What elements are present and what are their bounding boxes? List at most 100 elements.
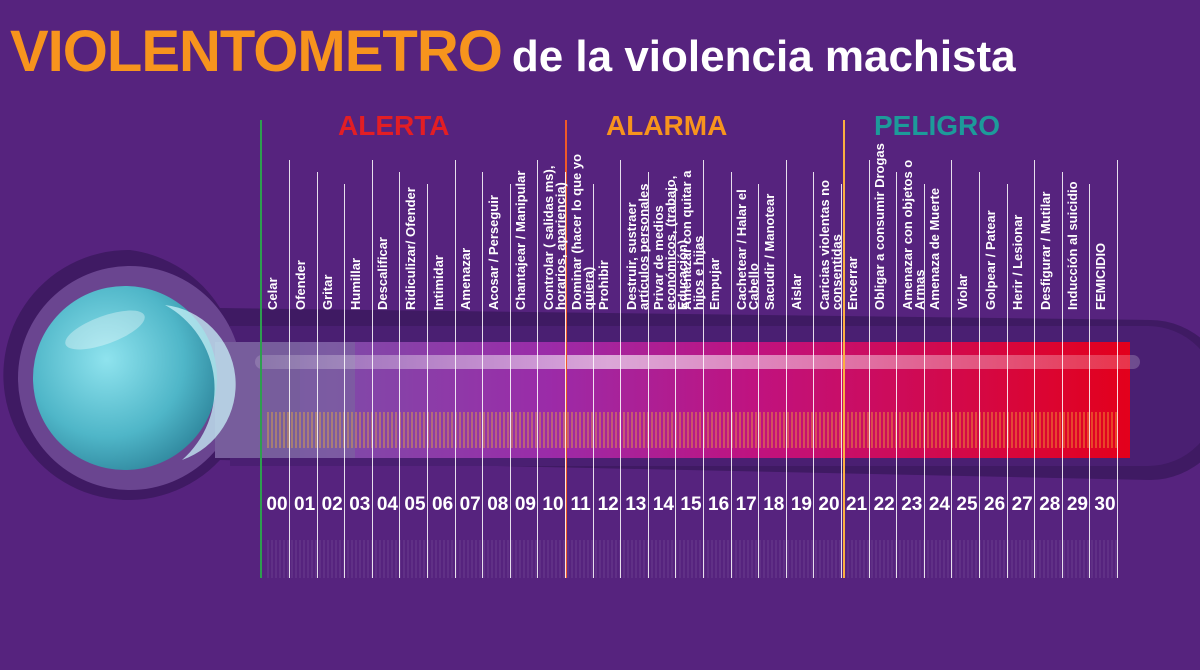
level-label: Prohibir	[596, 260, 612, 310]
level-number: 28	[1039, 494, 1061, 515]
level-label: Herir / Lesionar	[1010, 214, 1026, 310]
zone-divider-alerta	[260, 120, 262, 578]
level-label: FEMICIDIO	[1093, 242, 1108, 310]
level-line	[813, 172, 815, 578]
title-main: VIOLENTOMETRO	[10, 19, 503, 84]
level-line	[785, 160, 787, 578]
level-label: Dominar (hacer lo que yo quiera)	[568, 153, 596, 310]
level-number: 30	[1094, 494, 1116, 515]
level-number: 13	[625, 494, 647, 515]
level-line	[537, 160, 539, 578]
level-line	[592, 184, 594, 578]
level-number: 00	[266, 494, 288, 515]
level-label: Descalificar	[375, 237, 391, 310]
level-number: 07	[459, 494, 481, 515]
level-number: 21	[846, 494, 868, 515]
level-line	[896, 172, 898, 578]
level-line	[647, 172, 649, 578]
level-line	[344, 184, 346, 578]
level-number: 06	[432, 494, 454, 515]
level-number: 10	[542, 494, 564, 515]
level-label: Caricias violentas no consentidas	[817, 179, 844, 310]
level-number: 19	[790, 494, 812, 515]
level-label: Amenazar con quitar a hijos e hijas	[679, 170, 706, 310]
level-label: Aislar	[789, 273, 805, 310]
level-line	[868, 160, 870, 578]
level-line	[509, 184, 511, 578]
level-line	[620, 160, 622, 578]
level-number: 26	[984, 494, 1006, 515]
level-label: Amenaza de Muerte	[927, 187, 943, 310]
level-number: 18	[763, 494, 785, 515]
tube-gloss	[255, 355, 1140, 369]
level-label: Violar	[955, 274, 970, 310]
level-line	[1034, 160, 1036, 578]
level-label: Desfigurar / Mutilar	[1037, 191, 1053, 310]
level-number: 27	[1011, 494, 1033, 515]
level-number: 24	[928, 494, 950, 515]
bulb-shine	[65, 310, 145, 350]
zone-divider-alarma	[565, 120, 567, 578]
level-line	[1089, 184, 1091, 578]
zone-label-alerta: ALERTA	[338, 110, 450, 141]
level-number: 25	[956, 494, 978, 515]
level-number: 08	[487, 494, 509, 515]
level-number: 29	[1066, 494, 1088, 515]
level-label: Amenazar	[458, 247, 474, 310]
level-number: 12	[597, 494, 619, 515]
level-line	[371, 160, 373, 578]
level-number: 04	[376, 494, 398, 515]
title-subtitle: de la violencia machista	[511, 32, 1016, 81]
level-label: Inducción al suicidio	[1065, 181, 1081, 310]
level-number: 03	[349, 494, 371, 515]
level-line	[841, 184, 842, 578]
level-label: Gritar	[320, 274, 336, 310]
level-line	[1061, 172, 1063, 578]
level-label: Celar	[265, 277, 280, 310]
level-line	[730, 172, 732, 578]
level-number: 01	[294, 494, 316, 515]
level-label: Intimidar	[430, 255, 446, 310]
zone-label-alarma: ALARMA	[606, 110, 728, 141]
level-label: Amenazar con objetos o Armas	[899, 159, 927, 310]
level-line	[289, 160, 290, 578]
level-number: 11	[570, 494, 591, 515]
level-label: Ridiculizar/ Ofender	[403, 187, 418, 310]
level-label: Acosar / Perseguir	[485, 195, 501, 310]
level-label: Cachetear / Halar el Cabello	[734, 189, 762, 310]
level-line	[675, 184, 677, 578]
level-number: 09	[514, 494, 536, 515]
level-number: 15	[680, 494, 702, 515]
level-line	[565, 172, 566, 578]
level-label: Chantajear / Manipular	[513, 170, 529, 310]
level-number: 14	[652, 494, 674, 515]
level-line	[316, 172, 318, 578]
thermometer-bulb	[33, 286, 217, 470]
level-label: Sacudir / Manotear	[761, 193, 777, 310]
level-number: 22	[873, 494, 895, 515]
zone-label-peligro: PELIGRO	[874, 110, 1001, 141]
level-number: 20	[818, 494, 840, 515]
level-label: Obligar a consumir Drogas	[872, 143, 888, 310]
level-line	[1006, 184, 1008, 578]
level-line	[951, 160, 953, 578]
level-line	[482, 172, 484, 578]
level-label: Encerrar	[844, 256, 860, 310]
zone-divider-peligro	[843, 120, 845, 578]
level-label: Empujar	[706, 257, 722, 310]
page-title: VIOLENTOMETRO de la violencia machista	[10, 18, 1016, 85]
level-line	[427, 184, 428, 578]
lower-tick-marks	[267, 540, 1117, 578]
level-label: Destruir, sustraer artículos personales	[623, 183, 651, 310]
level-label: Humillar	[347, 257, 363, 310]
level-label: Controlar ( salidas ms), horarios, apari…	[541, 165, 568, 310]
level-line	[454, 160, 456, 578]
level-number: 02	[321, 494, 343, 515]
level-label: Golpear / Patear	[982, 210, 998, 310]
level-number: 05	[404, 494, 426, 515]
level-label: Ofender	[292, 260, 308, 310]
level-line	[703, 160, 704, 578]
level-line	[923, 184, 925, 578]
level-line	[758, 184, 760, 578]
